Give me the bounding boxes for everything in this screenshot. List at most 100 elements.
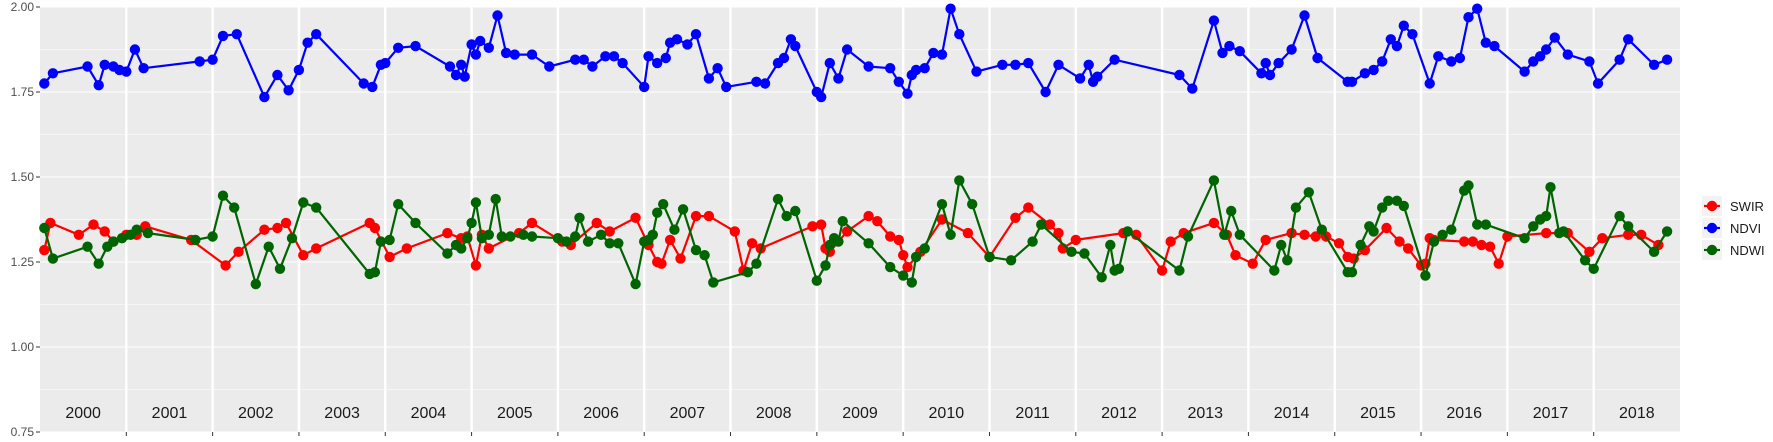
data-point: [410, 217, 421, 229]
data-point: [898, 250, 909, 261]
data-point: [1355, 239, 1366, 251]
data-point: [1333, 238, 1345, 249]
data-point: [1588, 263, 1599, 274]
y-tick-label: 2.00: [11, 0, 35, 14]
data-point: [190, 234, 201, 246]
data-point: [1541, 227, 1552, 239]
data-point: [82, 241, 93, 252]
data-point: [578, 54, 589, 65]
data-point: [466, 39, 477, 50]
series-ndwi: [39, 175, 1673, 290]
data-point: [369, 222, 381, 234]
data-point: [1579, 255, 1591, 266]
data-point: [630, 278, 641, 290]
series-layer: [39, 3, 1673, 290]
data-point: [1592, 78, 1604, 89]
data-point: [1528, 221, 1539, 232]
data-point: [1174, 69, 1185, 81]
data-point: [1187, 83, 1198, 94]
data-point: [1398, 20, 1410, 31]
year-label: 2005: [497, 405, 533, 422]
data-point: [121, 66, 132, 77]
legend-label: SWIR: [1730, 199, 1764, 214]
data-point: [652, 207, 663, 218]
data-point: [1359, 68, 1371, 79]
data-point: [442, 248, 453, 259]
year-label: 2009: [842, 405, 878, 422]
data-point: [444, 61, 456, 72]
data-point: [1381, 222, 1392, 234]
data-point: [1036, 219, 1047, 230]
data-point: [116, 233, 128, 244]
data-point: [820, 260, 831, 271]
data-point: [824, 57, 835, 69]
data-point: [872, 216, 883, 227]
data-point: [470, 197, 482, 208]
data-point: [1623, 34, 1634, 45]
data-point: [703, 210, 715, 222]
data-point: [259, 224, 270, 235]
data-point: [229, 202, 240, 213]
legend-key-point: [1706, 244, 1718, 256]
data-point: [1264, 69, 1276, 81]
data-point: [841, 44, 853, 55]
data-point: [1433, 51, 1444, 62]
data-point: [526, 231, 538, 242]
data-point: [1648, 246, 1660, 257]
data-point: [742, 267, 753, 278]
data-point: [1493, 258, 1504, 269]
data-point: [544, 61, 555, 72]
data-point: [1083, 59, 1094, 70]
data-point: [1286, 44, 1297, 55]
data-point: [93, 80, 104, 91]
data-point: [47, 253, 59, 264]
data-point: [410, 40, 421, 52]
y-tick-label: 1.50: [11, 170, 35, 184]
data-point: [1661, 226, 1673, 237]
legend-key-point: [1706, 222, 1718, 234]
data-point: [1256, 68, 1267, 79]
data-point: [1661, 54, 1673, 65]
data-point: [833, 73, 844, 84]
data-point: [39, 78, 50, 89]
data-point: [1217, 47, 1228, 59]
data-point: [1480, 219, 1492, 230]
data-point: [311, 202, 322, 213]
data-point: [1424, 78, 1435, 89]
data-point: [595, 229, 607, 240]
year-label: 2008: [756, 405, 792, 422]
data-point: [1368, 226, 1379, 237]
data-point: [263, 241, 274, 252]
data-point: [910, 64, 922, 76]
data-point: [1260, 234, 1271, 246]
data-point: [893, 234, 904, 246]
legend-item-ndwi: NDWI: [1702, 240, 1765, 260]
data-point: [1234, 229, 1246, 240]
data-point: [1282, 255, 1293, 266]
year-label: 2003: [324, 405, 360, 422]
data-point: [658, 199, 669, 210]
data-point: [1420, 270, 1431, 281]
data-point: [919, 62, 930, 74]
year-label: 2012: [1101, 405, 1137, 422]
data-point: [384, 234, 395, 246]
data-point: [1010, 59, 1021, 70]
data-point: [1310, 231, 1321, 242]
data-point: [690, 244, 702, 256]
data-point: [1584, 246, 1595, 257]
data-point: [1247, 258, 1258, 269]
data-point: [1096, 272, 1107, 283]
data-point: [217, 30, 229, 42]
data-point: [721, 81, 732, 93]
data-point: [664, 234, 676, 246]
data-point: [954, 29, 965, 40]
year-label: 2002: [238, 405, 274, 422]
data-point: [39, 222, 50, 234]
data-point: [1299, 229, 1310, 240]
data-point: [1165, 236, 1176, 247]
data-point: [570, 231, 581, 242]
data-point: [505, 231, 516, 242]
data-point: [298, 197, 309, 208]
data-point: [746, 238, 758, 249]
